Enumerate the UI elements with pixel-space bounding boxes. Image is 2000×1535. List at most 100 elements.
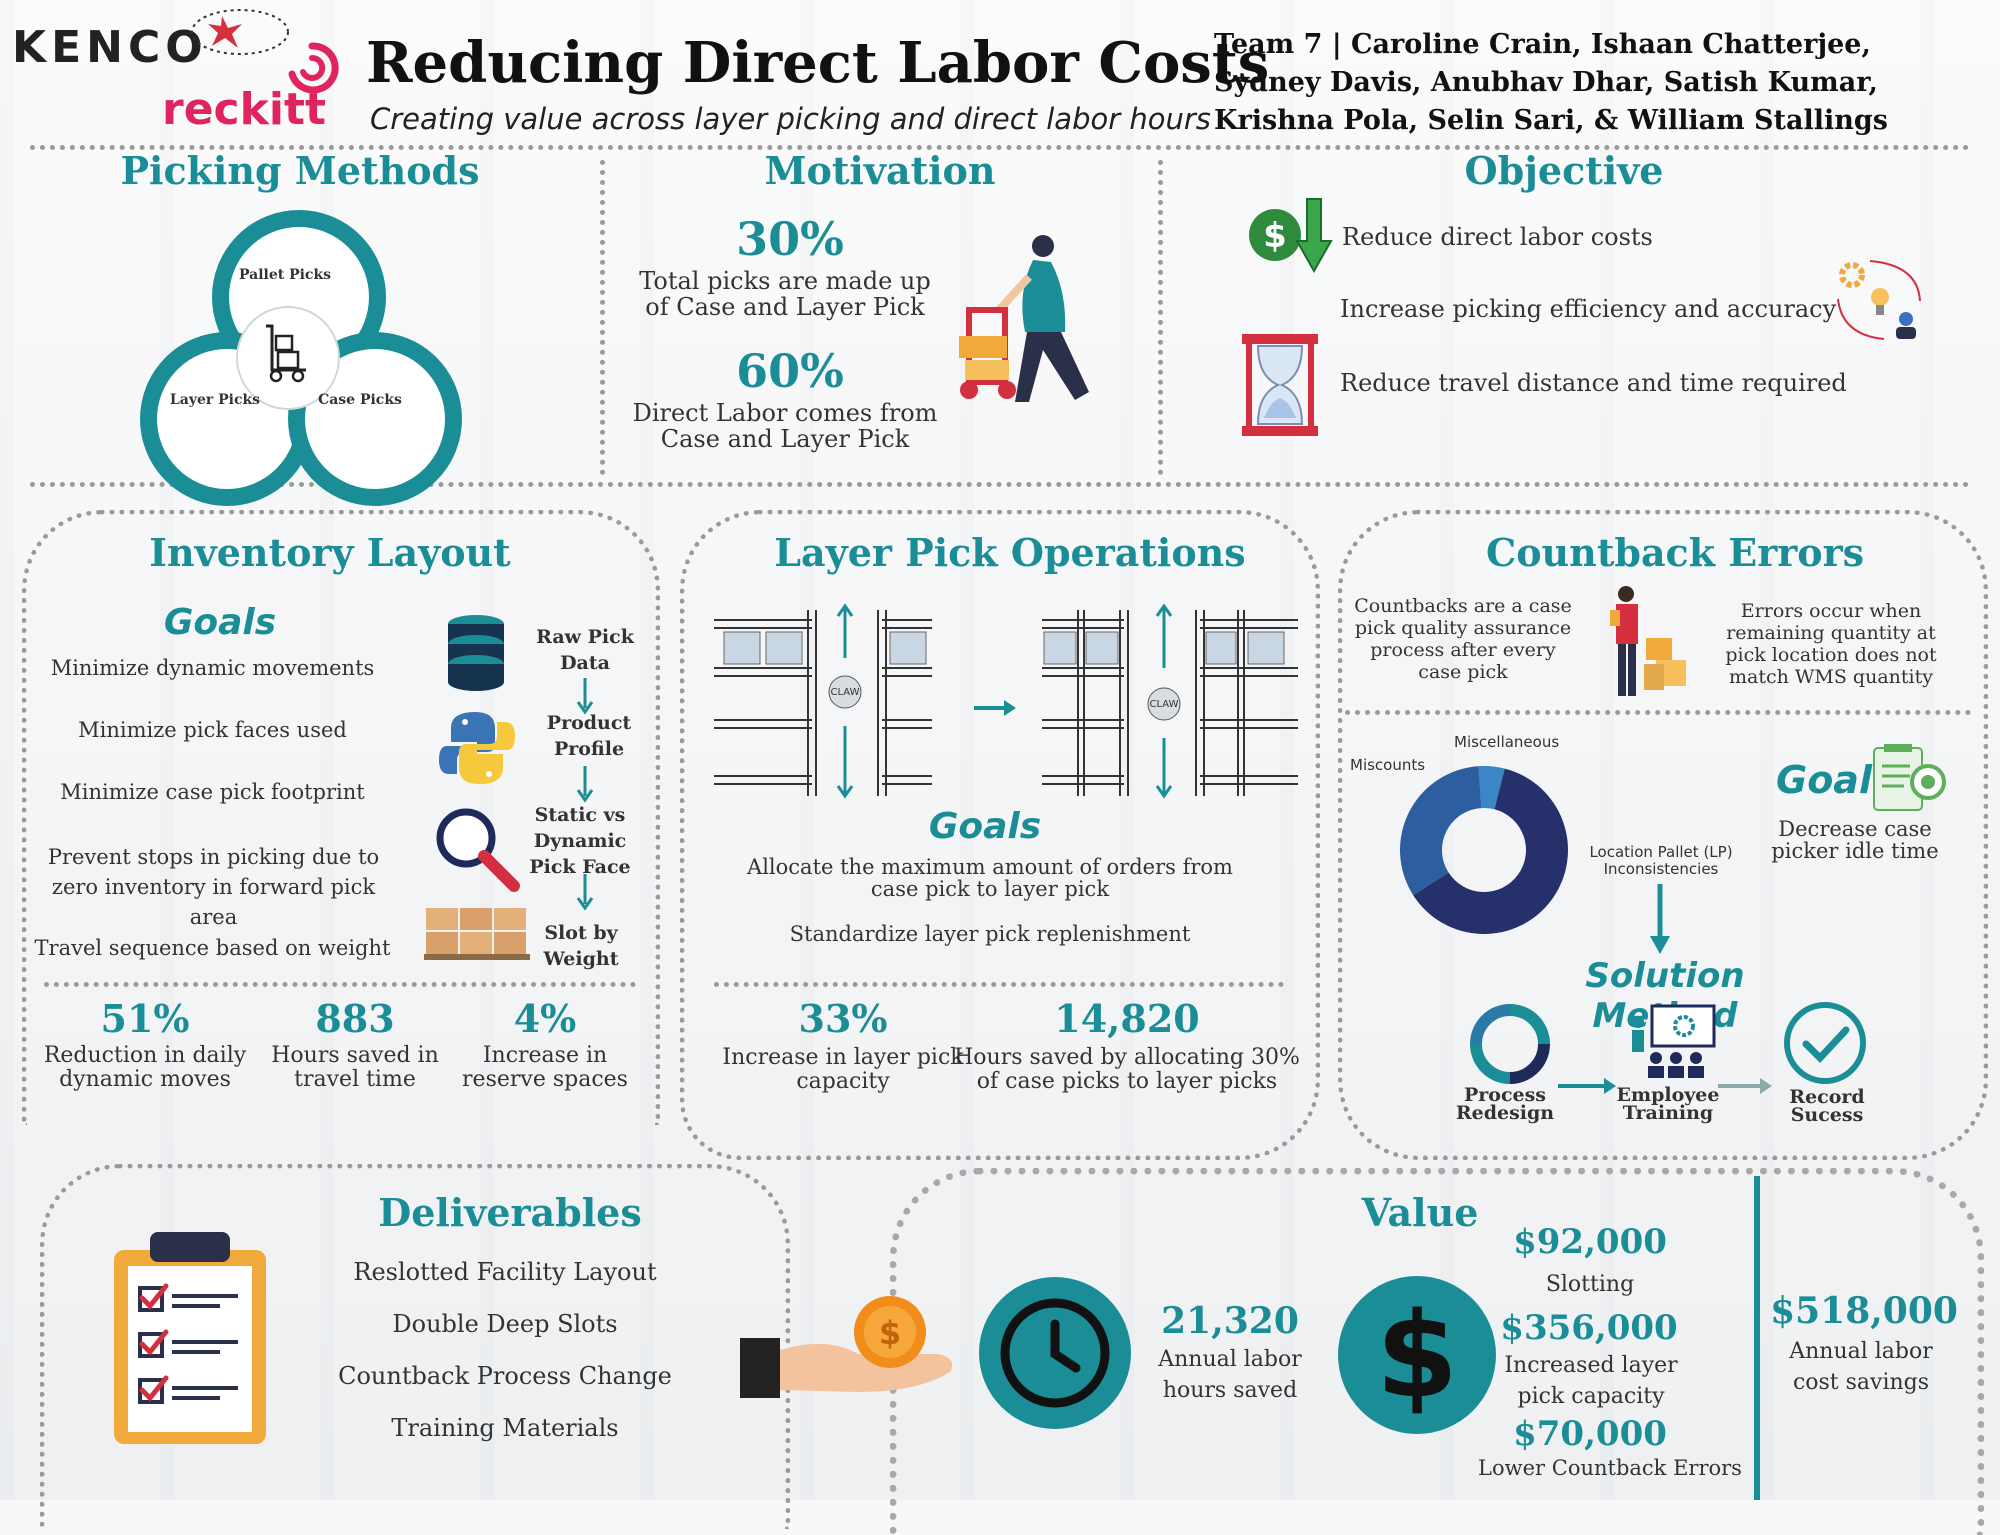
efficiency-icon — [1837, 260, 1921, 340]
motivation-stat2-text: Direct Labor comes from Case and Layer P… — [632, 399, 938, 453]
objective-title: Objective — [1464, 148, 1664, 193]
hand-truck-icon — [266, 324, 306, 383]
countback-donut-chart — [1400, 766, 1568, 934]
page-subtitle: Creating value across layer picking and … — [370, 102, 1211, 136]
value-total-value: $518,000 — [1770, 1290, 1958, 1332]
value-total-label: Annual labor cost savings — [1789, 1339, 1933, 1395]
layer-pick-goal-2: Standardize layer pick replenishment — [789, 922, 1191, 946]
countback-right-text: Errors occur when remaining quantity at … — [1725, 600, 1937, 688]
picking-methods-title: Picking Methods — [120, 148, 480, 193]
center-circle — [236, 306, 340, 410]
flow-product-profile: Product Profile — [546, 712, 632, 760]
flow-static-dynamic: Static vs Dynamic Pick Face — [529, 804, 631, 878]
claw-label-before: CLAW — [830, 687, 860, 698]
hand-coin-icon: $ — [740, 1296, 953, 1398]
inventory-layout-title: Inventory Layout — [149, 530, 511, 575]
donut-slice-1 — [1400, 766, 1482, 896]
motivation-stat2-value: 60% — [736, 344, 844, 398]
deliverable-3: Countback Process Change — [338, 1362, 672, 1390]
kenco-star-icon — [191, 9, 289, 55]
objective-item-1: Reduce direct labor costs — [1342, 223, 1653, 251]
record-success-icon — [1784, 1002, 1866, 1084]
python-icon — [439, 712, 515, 784]
flow-slot-by-weight: Slot by Weight — [543, 922, 619, 970]
kenco-logo: KENCO — [12, 22, 208, 73]
magnifier-icon — [436, 808, 520, 892]
countback-down-arrow — [1650, 884, 1670, 954]
deliverable-4: Training Materials — [391, 1414, 619, 1442]
donut-label-lp: Location Pallet (LP) Inconsistencies — [1589, 843, 1733, 878]
header-divider — [30, 145, 1970, 150]
reckitt-swirl-icon — [288, 42, 339, 94]
countback-panel — [1338, 510, 1988, 1160]
deliverable-2: Double Deep Slots — [392, 1310, 618, 1338]
donut-label-misc: Miscellaneous — [1454, 733, 1560, 751]
top-row-divider — [30, 482, 1970, 487]
reckitt-logo: reckitt — [162, 84, 327, 135]
deliverables-panel — [40, 1164, 790, 1529]
team-members: Team 7 | Caroline Crain, Ishaan Chatterj… — [1214, 29, 1888, 136]
case-picks-label: Case Picks — [318, 392, 402, 408]
deliverable-1: Reslotted Facility Layout — [353, 1258, 657, 1286]
layer-stat-2-value: 14,820 — [1054, 996, 1200, 1041]
value-total-divider — [1754, 1176, 1760, 1500]
claw-label-after: CLAW — [1149, 699, 1179, 710]
motivation-title: Motivation — [764, 148, 996, 193]
inventory-goal-4: Prevent stops in picking due to zero inv… — [47, 845, 380, 929]
inventory-goal-2: Minimize pick faces used — [78, 718, 347, 742]
clipboard-checklist-icon — [114, 1232, 266, 1444]
inventory-stat-1-value: 51% — [100, 996, 190, 1041]
objective-item-3: Reduce travel distance and time required — [1340, 369, 1847, 397]
value-layer-value: $356,000 — [1500, 1308, 1678, 1348]
step-employee-training: Employee Training — [1616, 1084, 1720, 1124]
donut-label-miscounts: Miscounts — [1350, 756, 1426, 774]
countback-divider — [1345, 710, 1971, 715]
motivation-stat1-text: Total picks are made up of Case and Laye… — [639, 267, 931, 321]
layer-stat-1-label: Increase in layer pick capacity — [722, 1045, 964, 1094]
step-record-success: Record Sucess — [1789, 1086, 1865, 1126]
solution-arrows — [1558, 1078, 1772, 1094]
inventory-goals-label: Goals — [163, 602, 277, 643]
clock-icon — [979, 1277, 1131, 1429]
value-slotting-label: Slotting — [1545, 1272, 1635, 1297]
money-down-icon: $ — [1249, 198, 1333, 274]
inventory-stats-divider — [44, 982, 636, 987]
countback-worker-icon — [1610, 586, 1686, 696]
countback-title: Countback Errors — [1485, 530, 1865, 575]
inventory-layout-panel — [22, 510, 660, 1125]
flow-arrows — [576, 678, 594, 911]
donut-slice-2 — [1478, 766, 1505, 810]
page-title: Reducing Direct Labor Costs — [366, 30, 1270, 96]
divider-v1 — [600, 160, 605, 475]
layer-pick-panel — [680, 510, 1320, 1160]
inventory-stat-1-label: Reduction in daily dynamic moves — [43, 1043, 247, 1092]
layer-stat-2-label: Hours saved by allocating 30% of case pi… — [954, 1045, 1300, 1094]
value-countback-label: Lower Countback Errors — [1478, 1456, 1742, 1480]
inventory-stat-3-value: 4% — [513, 996, 577, 1041]
value-layer-label: Increased layer pick capacity — [1504, 1353, 1678, 1409]
inventory-goal-5: Travel sequence based on weight — [34, 936, 391, 960]
svg-text:$: $ — [1376, 1286, 1458, 1424]
layer-stat-1-value: 33% — [798, 996, 888, 1041]
value-countback-value: $70,000 — [1513, 1414, 1667, 1454]
countback-left-text: Countbacks are a case pick quality assur… — [1354, 595, 1572, 683]
countback-goal-text: Decrease case picker idle time — [1771, 817, 1939, 863]
layer-pick-title: Layer Pick Operations — [774, 530, 1246, 575]
layer-pick-goals-label: Goals — [928, 806, 1042, 847]
inventory-stat-3-label: Increase in reserve spaces — [462, 1043, 628, 1092]
svg-text:$: $ — [1263, 216, 1287, 256]
layer-picks-label: Layer Picks — [169, 392, 261, 408]
value-hours-label: Annual labor hours saved — [1158, 1347, 1302, 1403]
value-hours-value: 21,320 — [1161, 1300, 1299, 1342]
countback-goal-label: Goal — [1776, 758, 1872, 802]
inventory-stat-2-value: 883 — [315, 996, 395, 1041]
objective-item-2: Increase picking efficiency and accuracy — [1340, 295, 1837, 323]
svg-text:$: $ — [879, 1314, 901, 1352]
pallet-boxes-icon — [424, 908, 530, 960]
step-process-redesign: Process Redesign — [1455, 1084, 1555, 1124]
donut-slice-0 — [1413, 768, 1568, 934]
solution-method-label: Solution Method — [1585, 956, 1745, 1036]
inventory-goal-1: Minimize dynamic movements — [50, 656, 375, 680]
inventory-goal-3: Minimize case pick footprint — [60, 780, 365, 804]
layer-pick-rack-diagram — [714, 603, 1298, 799]
